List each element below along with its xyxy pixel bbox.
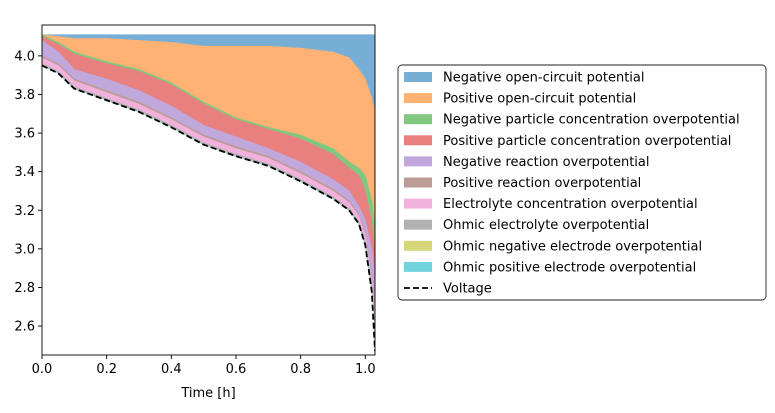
legend-box xyxy=(397,64,767,301)
legend-item: Voltage xyxy=(404,282,492,297)
legend-label: Negative reaction overpotential xyxy=(443,155,650,170)
legend-swatch xyxy=(404,114,432,125)
y-tick-label: 2.8 xyxy=(14,281,35,296)
legend-label: Positive particle concentration overpote… xyxy=(443,134,731,149)
legend-item: Positive reaction overpotential xyxy=(404,176,641,191)
legend-item: Negative reaction overpotential xyxy=(404,155,650,170)
legend-label: Negative open-circuit potential xyxy=(443,71,644,86)
legend-item: Ohmic negative electrode overpotential xyxy=(404,239,702,254)
legend-swatch xyxy=(404,240,432,251)
x-tick-label: 1.0 xyxy=(355,362,376,377)
y-tick-label: 3.8 xyxy=(14,88,35,103)
legend-item: Negative particle concentration overpote… xyxy=(404,113,740,128)
legend-swatch xyxy=(404,93,432,104)
legend-item: Positive particle concentration overpote… xyxy=(404,134,731,149)
x-tick-label: 0.4 xyxy=(161,362,182,377)
legend-label: Ohmic positive electrode overpotential xyxy=(443,260,696,275)
legend-swatch xyxy=(404,177,432,188)
x-tick-label: 0.2 xyxy=(96,362,117,377)
x-tick-label: 0.6 xyxy=(226,362,247,377)
legend-item: Ohmic positive electrode overpotential xyxy=(404,260,696,275)
legend-label: Positive reaction overpotential xyxy=(443,176,641,191)
x-tick-label: 0.8 xyxy=(290,362,311,377)
y-tick-label: 2.6 xyxy=(14,320,35,335)
legend: Negative open-circuit potential Positive … xyxy=(397,64,767,301)
plot-area xyxy=(42,34,375,352)
x-axis-label: Time [h] xyxy=(180,386,235,401)
legend-item: Positive open-circuit potential xyxy=(404,92,636,107)
legend-item: Electrolyte concentration overpotential xyxy=(404,197,698,212)
legend-label: Negative particle concentration overpote… xyxy=(443,113,740,128)
legend-label: Positive open-circuit potential xyxy=(443,92,636,107)
legend-label: Electrolyte concentration overpotential xyxy=(443,197,698,212)
legend-item: Negative open-circuit potential xyxy=(404,71,644,86)
voltage-line xyxy=(42,64,375,352)
axes: 0.0 0.2 0.4 0.6 0.8 1.0 2.6 2.8 3.0 3.2 3.4 3.6 3.8 4… xyxy=(14,24,376,401)
legend-swatch xyxy=(404,72,432,82)
y-tick-label: 3.2 xyxy=(14,204,35,219)
y-tick-label: 3.6 xyxy=(14,127,35,142)
legend-swatch xyxy=(404,219,432,230)
x-tick-label: 0.0 xyxy=(32,362,53,377)
legend-swatch xyxy=(404,261,432,272)
legend-label: Voltage xyxy=(443,282,492,297)
plot-frame xyxy=(41,24,376,356)
y-tick-label: 3.0 xyxy=(14,242,35,257)
y-tick-label: 3.4 xyxy=(14,165,35,180)
legend-swatch xyxy=(404,135,432,146)
legend-item: Ohmic electrolyte overpotential xyxy=(404,218,649,233)
legend-label: Ohmic electrolyte overpotential xyxy=(443,218,649,233)
y-tick-label: 4.0 xyxy=(14,49,35,64)
legend-label: Ohmic negative electrode overpotential xyxy=(443,239,702,254)
legend-swatch xyxy=(404,156,432,167)
legend-swatch xyxy=(404,198,432,209)
